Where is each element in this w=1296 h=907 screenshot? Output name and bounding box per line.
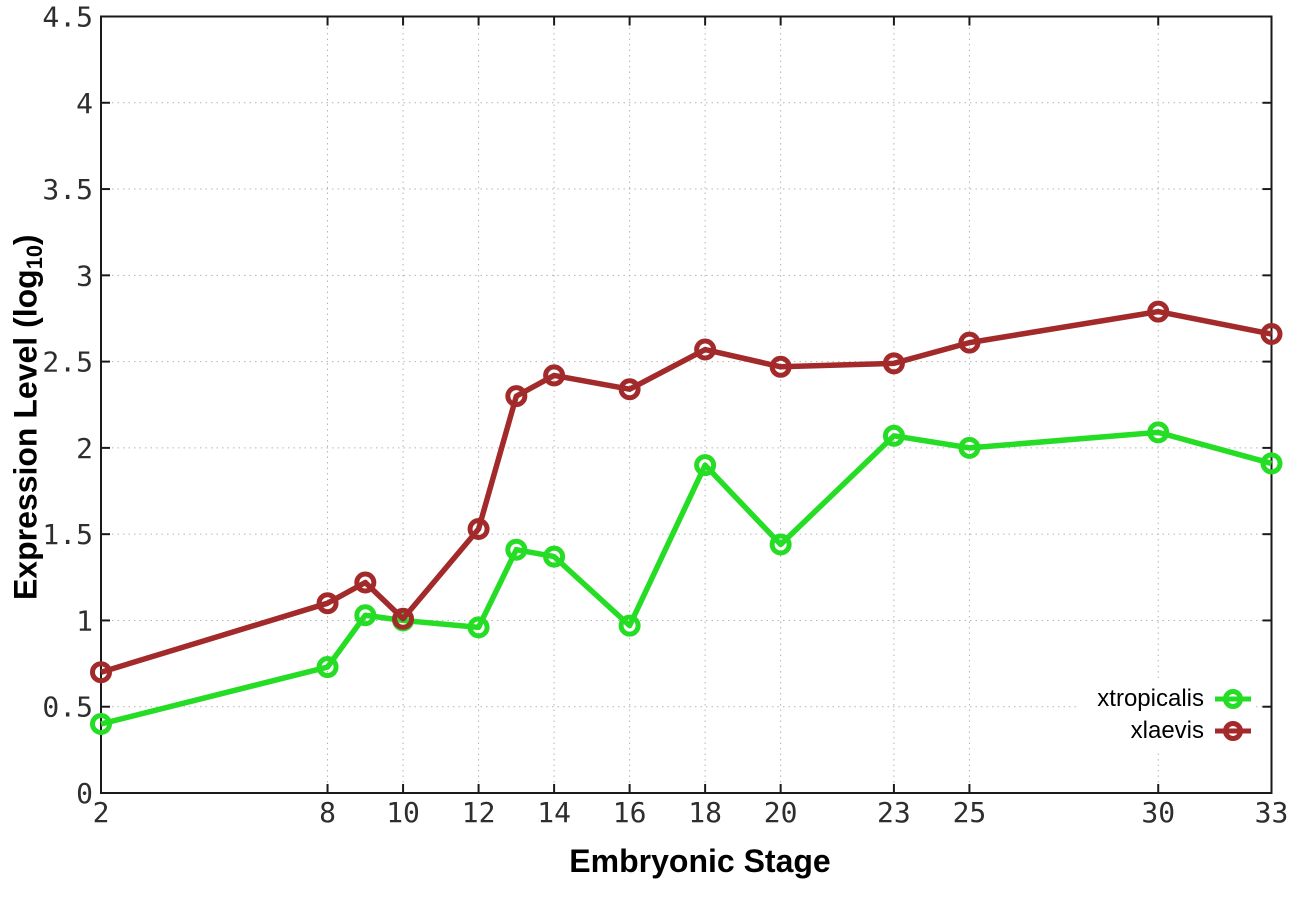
y-axis-title-box: Expression Level (log10) [6, 200, 50, 634]
y-tick-label: 4 [76, 87, 93, 120]
x-tick-label: 23 [877, 796, 911, 829]
line-marker-icon [1215, 689, 1251, 709]
x-tick-label: 33 [1255, 796, 1289, 829]
data-point-marker-xlaevis [543, 364, 566, 387]
x-tick-label: 8 [319, 796, 336, 829]
data-point-marker-xlaevis [1260, 323, 1283, 346]
y-tick-label: 1.5 [42, 518, 93, 551]
x-axis-title: Embryonic Stage [569, 843, 831, 879]
data-point-marker-xlaevis [618, 378, 641, 401]
data-point-marker-xtropicalis [543, 545, 566, 568]
x-tick-label: 14 [537, 796, 571, 829]
data-point-marker-xlaevis [467, 517, 490, 540]
y-axis-title-close: ) [7, 234, 44, 245]
data-point-marker-xlaevis [769, 355, 792, 378]
data-point-marker-xtropicalis [769, 533, 792, 556]
data-point-marker-xtropicalis [882, 424, 905, 447]
x-tick-label: 20 [764, 796, 798, 829]
data-point-marker-xtropicalis [467, 616, 490, 639]
data-point-marker-xlaevis [505, 385, 528, 408]
x-tick-label: 2 [93, 796, 110, 829]
legend-label: xlaevis [1130, 717, 1204, 744]
y-tick-label: 2.5 [42, 346, 93, 379]
x-tick-label: 18 [688, 796, 722, 829]
data-point-marker-xlaevis [90, 661, 112, 684]
data-point-marker-xtropicalis [505, 538, 528, 561]
y-axis-title-text: Expression Level (log [7, 269, 44, 600]
y-tick-label: 0 [76, 777, 93, 810]
x-tick-label: 16 [613, 796, 647, 829]
series-line-xlaevis [100, 308, 1273, 675]
y-axis-title-subscript: 10 [22, 244, 48, 270]
data-point-marker-xlaevis [694, 338, 717, 361]
x-tick-label: 12 [462, 796, 496, 829]
data-point-marker-xlaevis [882, 352, 905, 375]
plot-border [100, 15, 1273, 794]
x-tick-label: 30 [1141, 796, 1175, 829]
x-tick-label: 25 [953, 796, 987, 829]
legend-item-xtropicalis: xtropicalis [1097, 684, 1252, 714]
legend: xtropicalis xlaevis [1079, 680, 1256, 750]
data-point-marker-xlaevis [392, 607, 415, 630]
data-point-marker-xtropicalis [316, 656, 339, 679]
data-point-marker-xtropicalis [618, 614, 641, 637]
legend-label: xtropicalis [1097, 685, 1204, 712]
y-axis-title: Expression Level (log10) [8, 234, 48, 600]
data-point-marker-xtropicalis [694, 454, 717, 477]
y-tick-label: 2 [76, 432, 93, 465]
y-tick-label: 1 [76, 604, 93, 637]
data-point-marker-xlaevis [354, 571, 377, 594]
y-tick-label: 3 [76, 259, 93, 292]
y-tick-label: 3.5 [42, 173, 93, 206]
data-point-marker-xtropicalis [1147, 421, 1170, 444]
y-tick-label: 0.5 [42, 691, 93, 724]
line-marker-icon [1215, 721, 1251, 741]
data-point-marker-xtropicalis [354, 604, 377, 627]
data-point-marker-xlaevis [958, 331, 981, 354]
data-point-marker-xtropicalis [1260, 452, 1283, 475]
legend-item-xlaevis: xlaevis [1097, 716, 1252, 746]
data-point-marker-xlaevis [316, 592, 339, 615]
x-tick-label: 10 [386, 796, 420, 829]
y-tick-label: 4.5 [42, 1, 93, 34]
data-point-marker-xtropicalis [90, 712, 112, 735]
data-point-marker-xlaevis [1147, 300, 1170, 323]
data-point-marker-xtropicalis [958, 436, 981, 459]
